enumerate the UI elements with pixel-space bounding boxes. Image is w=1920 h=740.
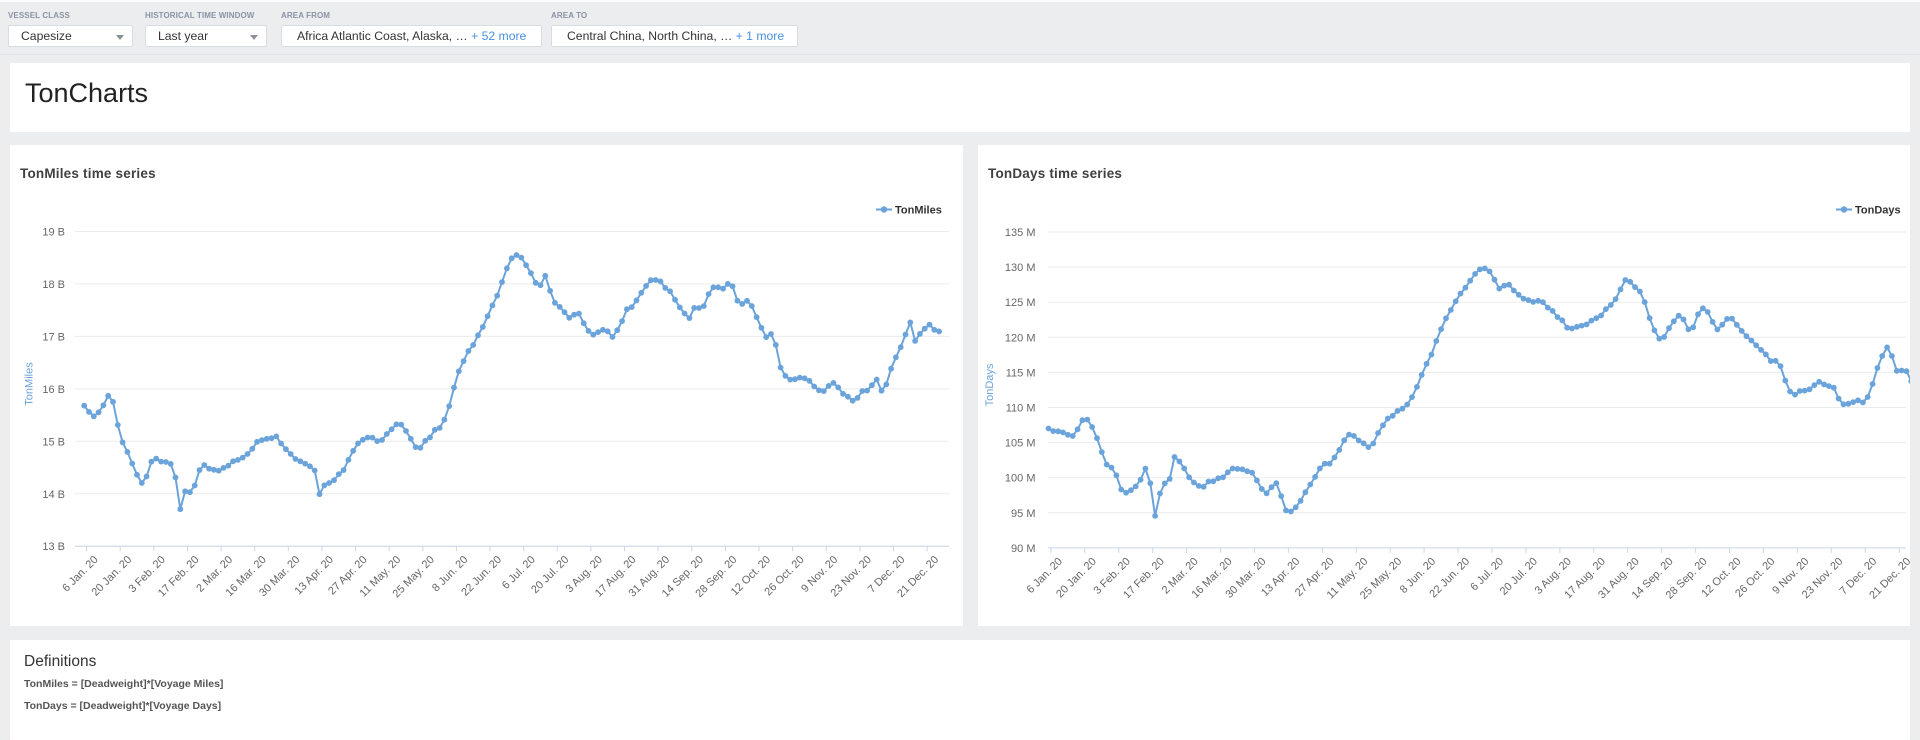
- svg-text:TonDays: TonDays: [1855, 205, 1901, 217]
- svg-text:135 M: 135 M: [1005, 227, 1036, 239]
- svg-text:TonMiles: TonMiles: [895, 205, 942, 217]
- svg-text:20 Jul. 20: 20 Jul. 20: [1498, 556, 1540, 598]
- svg-text:115 M: 115 M: [1006, 367, 1036, 379]
- svg-text:TonMiles time series: TonMiles time series: [20, 166, 156, 181]
- svg-text:13 B: 13 B: [42, 541, 65, 553]
- svg-text:14 B: 14 B: [42, 489, 65, 501]
- svg-text:TonDays: TonDays: [984, 363, 996, 406]
- svg-text:15 B: 15 B: [42, 436, 65, 448]
- svg-text:90 M: 90 M: [1011, 543, 1035, 555]
- svg-text:130 M: 130 M: [1005, 262, 1036, 274]
- svg-text:100 M: 100 M: [1005, 473, 1036, 485]
- svg-text:TonMiles: TonMiles: [24, 362, 36, 406]
- svg-text:110 M: 110 M: [1006, 403, 1036, 415]
- svg-text:16 B: 16 B: [42, 384, 65, 396]
- svg-text:120 M: 120 M: [1005, 332, 1036, 344]
- svg-text:18 B: 18 B: [42, 279, 65, 291]
- svg-text:95 M: 95 M: [1011, 508, 1035, 520]
- svg-text:125 M: 125 M: [1005, 297, 1036, 309]
- svg-text:105 M: 105 M: [1005, 438, 1036, 450]
- svg-text:19 B: 19 B: [42, 227, 65, 239]
- svg-text:TonDays time series: TonDays time series: [988, 166, 1122, 181]
- svg-text:17 B: 17 B: [42, 331, 65, 343]
